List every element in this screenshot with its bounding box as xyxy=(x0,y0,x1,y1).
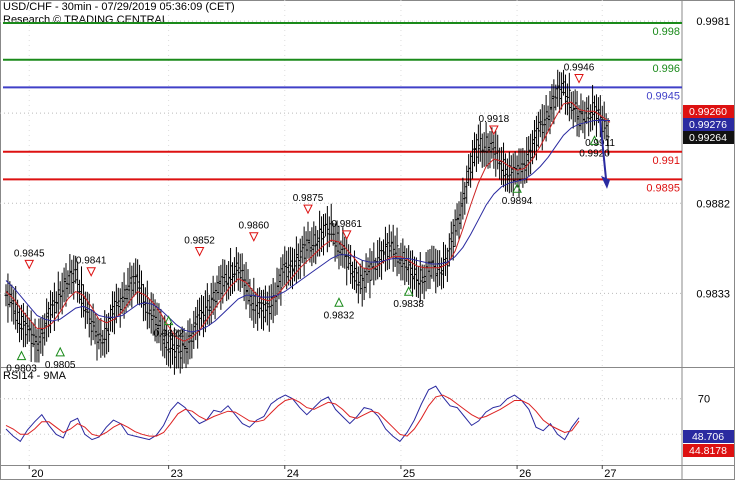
trough-marker xyxy=(163,315,174,326)
y-tick-label: 0.9981 xyxy=(696,16,730,28)
peak-marker xyxy=(489,125,499,136)
peak-label: 0.9946 xyxy=(564,63,595,74)
rsi-series-line xyxy=(5,394,580,437)
trough-marker xyxy=(55,346,66,357)
x-tick-label: 27 xyxy=(604,468,616,480)
trough-label: 0.9832 xyxy=(324,310,355,321)
rsi-value-tag xyxy=(683,430,734,443)
peak-marker xyxy=(24,259,35,270)
peak-label: 0.9845 xyxy=(14,248,45,259)
level-label: 0.998 xyxy=(652,26,680,38)
trough-marker xyxy=(16,350,27,361)
peak-marker xyxy=(194,246,205,257)
moving-average-line xyxy=(5,120,610,333)
chart-title: USD/CHF - 30min - 07/29/2019 05:36:09 (C… xyxy=(3,1,235,13)
peak-marker xyxy=(574,74,584,84)
trough-marker xyxy=(589,135,600,145)
price-tag xyxy=(683,131,734,144)
price-tag-label: 0.99260 xyxy=(689,106,727,118)
trough-label: 0.9822 xyxy=(153,329,184,340)
peak-label: 0.9875 xyxy=(293,193,324,204)
price-tag-label: 0.99264 xyxy=(689,132,727,144)
peak-label: 0.9861 xyxy=(331,219,362,230)
x-tick-label: 25 xyxy=(403,468,415,480)
level-label: 0.9945 xyxy=(646,90,680,102)
forecast-arrow-head xyxy=(601,175,610,189)
level-label: 0.991 xyxy=(652,155,680,167)
x-tick-label: 26 xyxy=(519,468,531,480)
trough-label: 0.9894 xyxy=(502,196,533,207)
peak-label: 0.9860 xyxy=(238,221,269,232)
price-tag xyxy=(683,105,734,118)
peak-marker xyxy=(303,204,313,215)
trough-label: 0.9838 xyxy=(393,299,424,310)
forecast-arrow-line xyxy=(599,118,607,179)
moving-average-line xyxy=(5,101,611,342)
rsi-value-tag-label: 48.706 xyxy=(692,431,724,443)
peak-label: 0.9841 xyxy=(76,256,107,267)
price-tag xyxy=(683,118,734,131)
peak-marker xyxy=(248,232,259,242)
trough-label: 0.9805 xyxy=(45,360,76,371)
y-tick-label: 0.9833 xyxy=(696,288,730,300)
trough-marker xyxy=(334,297,344,307)
rsi-value-tag xyxy=(683,444,734,457)
peak-label: 0.9852 xyxy=(184,235,215,246)
level-label: 0.996 xyxy=(652,63,680,75)
x-tick-label: 20 xyxy=(31,468,43,480)
peak-label: 0.9918 xyxy=(479,114,510,125)
trough-marker xyxy=(512,183,522,193)
x-tick-label: 24 xyxy=(287,468,299,480)
peak-marker xyxy=(86,267,96,277)
price-tag-label: 0.99276 xyxy=(689,119,727,131)
trough-marker xyxy=(403,286,414,296)
rsi-y-tick-label: 70 xyxy=(698,394,710,406)
x-tick-label: 23 xyxy=(171,468,183,480)
peak-marker xyxy=(341,230,352,241)
trough-label: 0.9920 xyxy=(579,148,610,159)
rsi-series-line xyxy=(5,385,580,443)
rsi-value-tag-label: 44.8178 xyxy=(689,445,727,457)
y-tick-label: 0.9882 xyxy=(696,198,730,210)
target-label: 0.9911 xyxy=(585,138,615,149)
trough-label: 0.9803 xyxy=(6,364,37,375)
level-label: 0.9895 xyxy=(646,182,680,194)
rsi-title: RSI14 - 9MA xyxy=(3,370,67,382)
